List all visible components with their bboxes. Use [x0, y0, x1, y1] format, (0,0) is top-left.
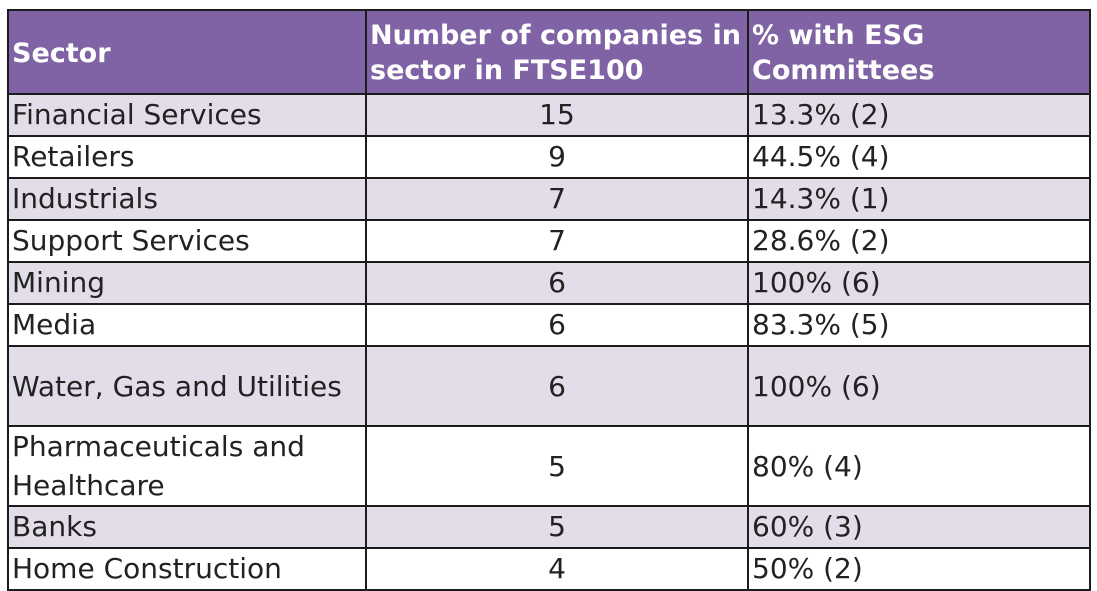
- count-cell: 6: [365, 345, 749, 427]
- esg-cell: 83.3% (5): [747, 303, 1091, 347]
- count-cell: 9: [365, 135, 749, 179]
- sector-cell: Industrials: [7, 177, 367, 221]
- count-cell: 7: [365, 177, 749, 221]
- sector-cell: Banks: [7, 505, 367, 549]
- table-row: Industrials 7 14.3% (1): [7, 177, 1091, 221]
- esg-cell: 28.6% (2): [747, 219, 1091, 263]
- table-header: Sector Number of companies in sector in …: [7, 9, 1091, 95]
- count-cell: 7: [365, 219, 749, 263]
- table-body: Financial Services 15 13.3% (2) Retailer…: [7, 93, 1091, 591]
- esg-cell: 14.3% (1): [747, 177, 1091, 221]
- table-row: Support Services 7 28.6% (2): [7, 219, 1091, 263]
- table-row: Financial Services 15 13.3% (2): [7, 93, 1091, 137]
- count-cell: 6: [365, 303, 749, 347]
- count-cell: 5: [365, 425, 749, 507]
- table-row: Mining 6 100% (6): [7, 261, 1091, 305]
- sector-cell: Pharmaceuticals and Healthcare: [7, 425, 367, 507]
- sector-cell: Financial Services: [7, 93, 367, 137]
- count-cell: 4: [365, 547, 749, 591]
- esg-cell: 50% (2): [747, 547, 1091, 591]
- esg-cell: 13.3% (2): [747, 93, 1091, 137]
- table-row: Water, Gas and Utilities 6 100% (6): [7, 345, 1091, 427]
- table-row: Retailers 9 44.5% (4): [7, 135, 1091, 179]
- sector-cell: Home Construction: [7, 547, 367, 591]
- esg-cell: 44.5% (4): [747, 135, 1091, 179]
- header-row: Sector Number of companies in sector in …: [7, 9, 1091, 95]
- count-cell: 15: [365, 93, 749, 137]
- esg-cell: 100% (6): [747, 261, 1091, 305]
- sector-cell: Water, Gas and Utilities: [7, 345, 367, 427]
- esg-committee-table: Sector Number of companies in sector in …: [7, 9, 1091, 591]
- sector-cell: Support Services: [7, 219, 367, 263]
- count-cell: 5: [365, 505, 749, 549]
- table-row: Media 6 83.3% (5): [7, 303, 1091, 347]
- header-company-count: Number of companies in sector in FTSE100: [365, 9, 749, 95]
- count-cell: 6: [365, 261, 749, 305]
- table-row: Home Construction 4 50% (2): [7, 547, 1091, 591]
- table-row: Banks 5 60% (3): [7, 505, 1091, 549]
- header-esg-percent: % with ESG Committees: [747, 9, 1091, 95]
- esg-cell: 80% (4): [747, 425, 1091, 507]
- sector-cell: Retailers: [7, 135, 367, 179]
- esg-cell: 100% (6): [747, 345, 1091, 427]
- sector-cell: Media: [7, 303, 367, 347]
- esg-cell: 60% (3): [747, 505, 1091, 549]
- header-sector: Sector: [7, 9, 367, 95]
- sector-cell: Mining: [7, 261, 367, 305]
- table-row: Pharmaceuticals and Healthcare 5 80% (4): [7, 425, 1091, 507]
